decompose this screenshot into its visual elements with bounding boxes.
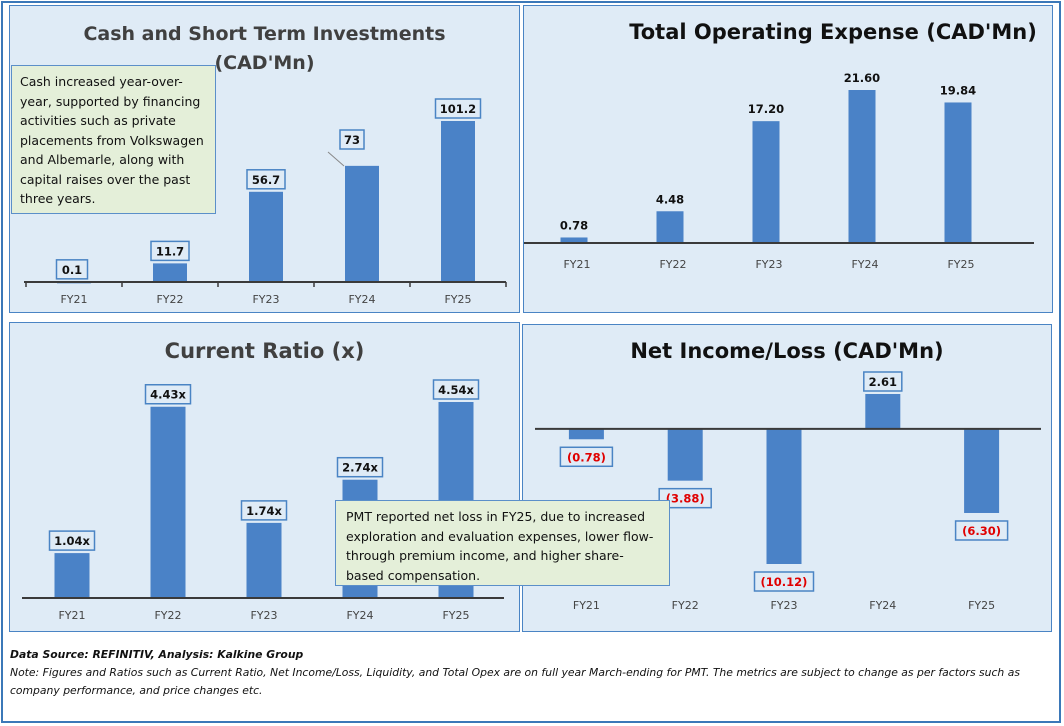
svg-text:(6.30): (6.30): [962, 524, 1001, 538]
bar-FY23: [249, 191, 283, 282]
bar-FY25: [441, 121, 475, 282]
svg-text:4.48: 4.48: [656, 192, 684, 206]
data-label-FY21: 0.78: [560, 218, 588, 232]
data-label-FY25: (6.30): [954, 520, 1009, 541]
opex-chart-panel: Total Operating Expense (CAD'Mn) 0.78 FY2…: [523, 5, 1053, 313]
data-label-FY25: 4.54x: [432, 379, 480, 400]
current-ratio-chart-title: Current Ratio (x): [164, 339, 365, 363]
cash-chart-title-line2: (CAD'Mn): [214, 52, 315, 74]
x-tick-label: FY23: [252, 293, 279, 306]
svg-text:2.74x: 2.74x: [342, 461, 378, 475]
x-tick-label: FY23: [755, 258, 782, 271]
svg-text:4.54x: 4.54x: [438, 383, 474, 397]
cash-chart-plot: 0.1 FY21 11.7 FY22 56.7 FY23 73 FY24 101.2 FY25: [24, 98, 507, 306]
bar-FY25: [964, 428, 1000, 513]
net-income-chart-plot: (0.78) FY21 (3.88) FY22 (10.12) FY23 2.61 FY24 (…: [535, 371, 1041, 612]
data-label-FY22: (3.88): [658, 487, 712, 509]
data-label-FY25: 19.84: [940, 83, 976, 97]
svg-text:56.7: 56.7: [252, 173, 280, 187]
x-tick-label: FY25: [968, 599, 995, 612]
svg-text:0.1: 0.1: [62, 263, 82, 277]
svg-text:2.61: 2.61: [869, 375, 897, 389]
data-label-FY23: 17.20: [748, 102, 784, 116]
x-tick-label: FY24: [869, 599, 896, 612]
svg-text:(3.88): (3.88): [666, 492, 705, 506]
x-tick-label: FY22: [659, 258, 686, 271]
data-label-FY21: (0.78): [559, 446, 614, 468]
svg-text:4.43x: 4.43x: [150, 388, 186, 402]
x-tick-label: FY21: [563, 258, 590, 271]
x-tick-label: FY24: [348, 293, 375, 306]
x-tick-label: FY25: [442, 609, 469, 622]
x-tick-label: FY22: [154, 609, 181, 622]
x-tick-label: FY25: [947, 258, 974, 271]
leader-line: [327, 151, 345, 167]
svg-text:1.04x: 1.04x: [54, 534, 90, 548]
data-label-FY22: 11.7: [150, 240, 190, 262]
bar-FY22: [150, 406, 186, 598]
bar-FY23: [766, 428, 802, 564]
svg-text:11.7: 11.7: [156, 244, 184, 258]
x-tick-label: FY22: [672, 599, 699, 612]
data-label-FY24: 21.60: [844, 71, 880, 85]
svg-text:(0.78): (0.78): [567, 450, 606, 464]
bar-FY22: [667, 428, 703, 481]
bar-FY23: [752, 121, 780, 243]
opex-chart-plot: 0.78 FY21 4.48 FY22 17.20 FY23 21.60 FY24 19.84 F…: [524, 71, 1034, 271]
svg-text:0.78: 0.78: [560, 218, 588, 232]
bar-FY21: [54, 553, 90, 598]
data-label-FY23: (10.12): [753, 571, 815, 592]
data-label-FY21: 1.04x: [48, 530, 96, 551]
bar-FY24: [345, 165, 379, 282]
current-ratio-chart-plot: 1.04x FY21 4.43x FY22 1.74x FY23 2.74x FY24 4.54…: [22, 379, 504, 622]
net-income-annotation: PMT reported net loss in FY25, due to in…: [335, 500, 670, 586]
data-label-FY23: 1.74x: [240, 500, 288, 521]
data-label-FY22: 4.48: [656, 192, 684, 206]
svg-text:19.84: 19.84: [940, 83, 976, 97]
bar-FY21: [560, 237, 588, 243]
x-tick-label: FY21: [60, 293, 87, 306]
x-tick-label: FY23: [250, 609, 277, 622]
data-label-FY25: 101.2: [434, 98, 482, 119]
x-tick-label: FY24: [346, 609, 373, 622]
x-tick-label: FY22: [156, 293, 183, 306]
bar-FY22: [153, 263, 187, 282]
svg-text:(10.12): (10.12): [761, 575, 808, 589]
data-label-FY24: 2.74x: [336, 456, 384, 478]
cash-chart-title-line1: Cash and Short Term Investments: [83, 23, 446, 45]
footer-note: Note: Figures and Ratios such as Current…: [10, 666, 1020, 697]
svg-text:73: 73: [344, 133, 360, 147]
bar-FY24: [848, 90, 876, 243]
svg-text:17.20: 17.20: [748, 102, 784, 116]
bar-FY22: [656, 211, 684, 243]
net-income-chart-title: Net Income/Loss (CAD'Mn): [630, 339, 944, 363]
bar-FY24: [865, 394, 901, 429]
svg-text:21.60: 21.60: [844, 71, 880, 85]
bar-FY25: [944, 102, 972, 243]
cash-annotation: Cash increased year-over-year, supported…: [11, 65, 216, 214]
footer: Data Source: REFINITIV, Analysis: Kalkin…: [10, 648, 1050, 700]
opex-chart-title: Total Operating Expense (CAD'Mn): [629, 20, 1037, 44]
x-tick-label: FY25: [444, 293, 471, 306]
svg-text:1.74x: 1.74x: [246, 504, 282, 518]
data-label-FY22: 4.43x: [144, 383, 192, 405]
bar-FY23: [246, 522, 282, 598]
svg-text:101.2: 101.2: [440, 102, 476, 116]
x-tick-label: FY21: [58, 609, 85, 622]
x-tick-label: FY24: [851, 258, 878, 271]
cash-chart-title: Cash and Short Term Investments (CAD'Mn): [10, 20, 519, 78]
cash-chart-panel: Cash and Short Term Investments (CAD'Mn)…: [9, 5, 520, 313]
data-label-FY24: 73: [339, 129, 365, 150]
data-label-FY21: 0.1: [55, 259, 89, 280]
data-source: Data Source: REFINITIV, Analysis: Kalkin…: [10, 648, 304, 661]
data-label-FY23: 56.7: [246, 169, 286, 190]
x-tick-label: FY23: [770, 599, 797, 612]
bar-FY21: [568, 428, 604, 440]
x-tick-label: FY21: [573, 599, 600, 612]
data-label-FY24: 2.61: [863, 371, 903, 392]
